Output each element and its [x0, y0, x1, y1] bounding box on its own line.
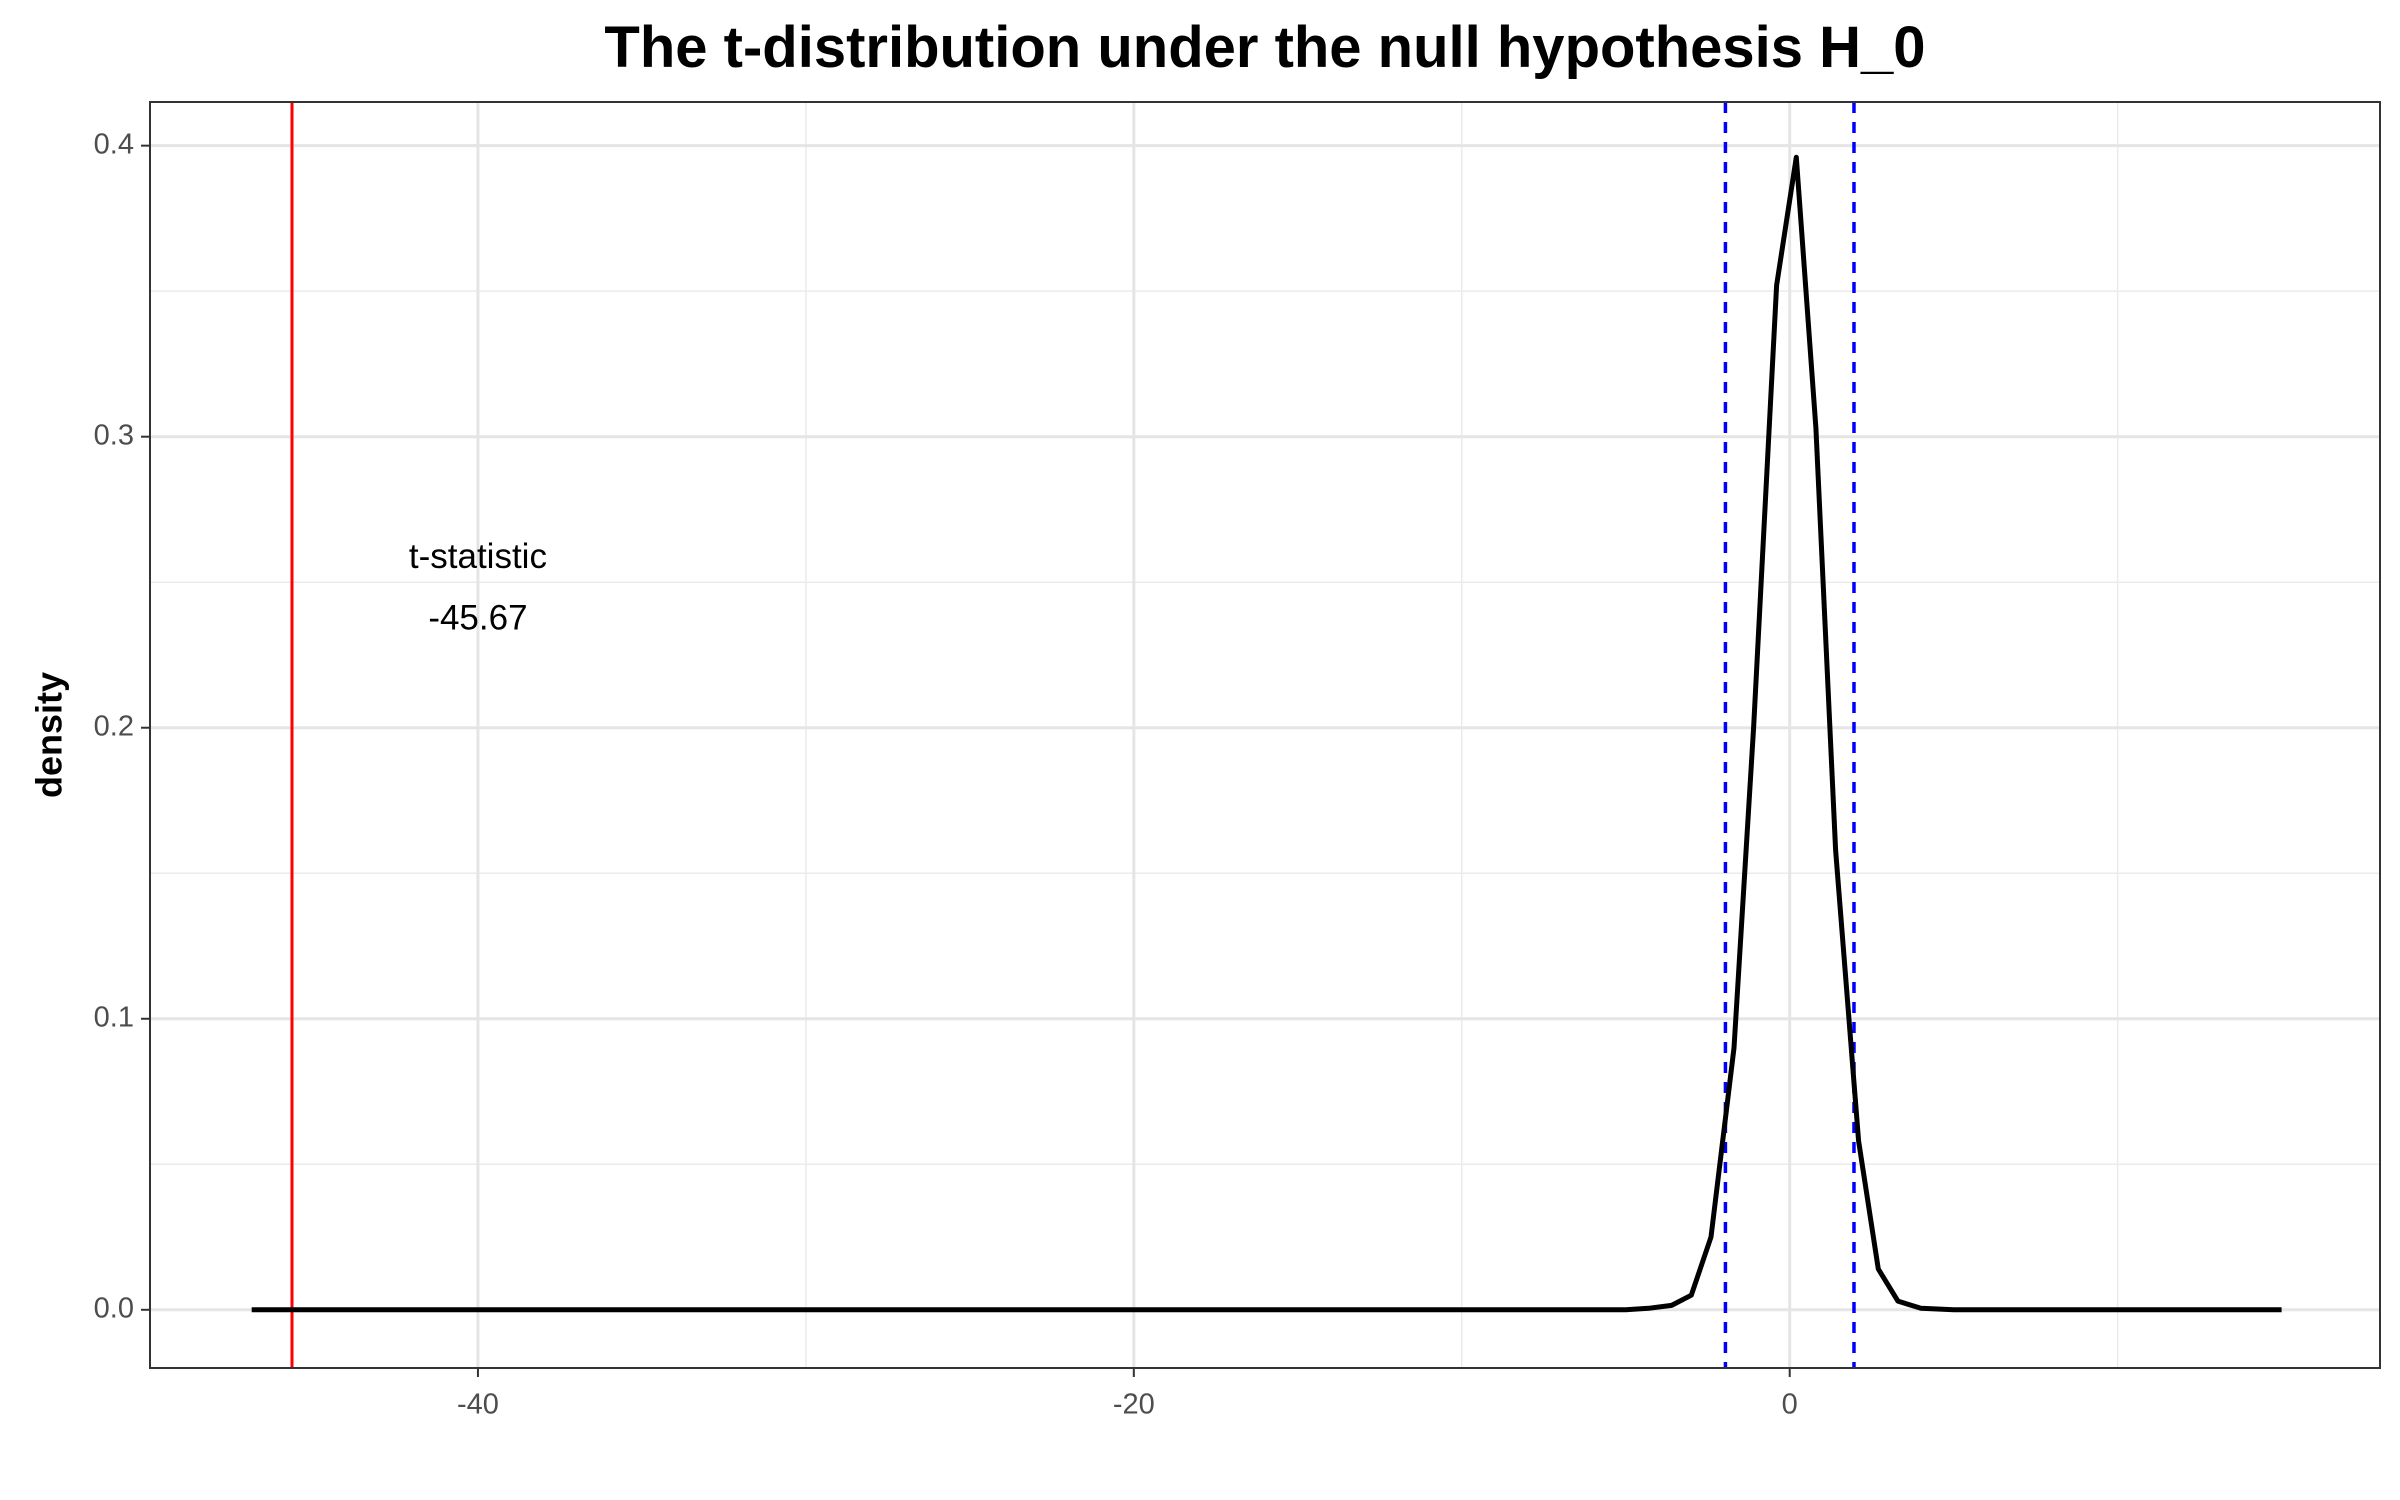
- x-axis: -40 -20 0: [457, 1368, 1798, 1421]
- y-tick-label: 0.0: [94, 1292, 134, 1324]
- annotation-text: t-statistic: [409, 537, 547, 576]
- annotation-text: -45.67: [428, 598, 527, 637]
- x-tick-label: 0: [1782, 1389, 1798, 1421]
- y-tick-label: 0.4: [94, 128, 134, 160]
- minor-gridlines: [149, 102, 2380, 1368]
- annotations: t-statistic -45.67: [409, 537, 547, 637]
- y-axis: 0.0 0.1 0.2 0.3 0.4: [94, 128, 150, 1324]
- y-tick-label: 0.1: [94, 1001, 134, 1033]
- chart-title: The t-distribution under the null hypoth…: [604, 15, 1926, 80]
- density-curve: [251, 154, 2282, 1313]
- reference-lines: [290, 102, 1856, 1368]
- panel-background: [150, 102, 2380, 1368]
- y-axis-title: density: [29, 672, 70, 798]
- x-tick-label: -20: [1113, 1389, 1155, 1421]
- y-tick-label: 0.2: [94, 710, 134, 742]
- y-tick-label: 0.3: [94, 419, 134, 451]
- x-tick-label: -40: [457, 1389, 499, 1421]
- panel-border: [149, 101, 2381, 1369]
